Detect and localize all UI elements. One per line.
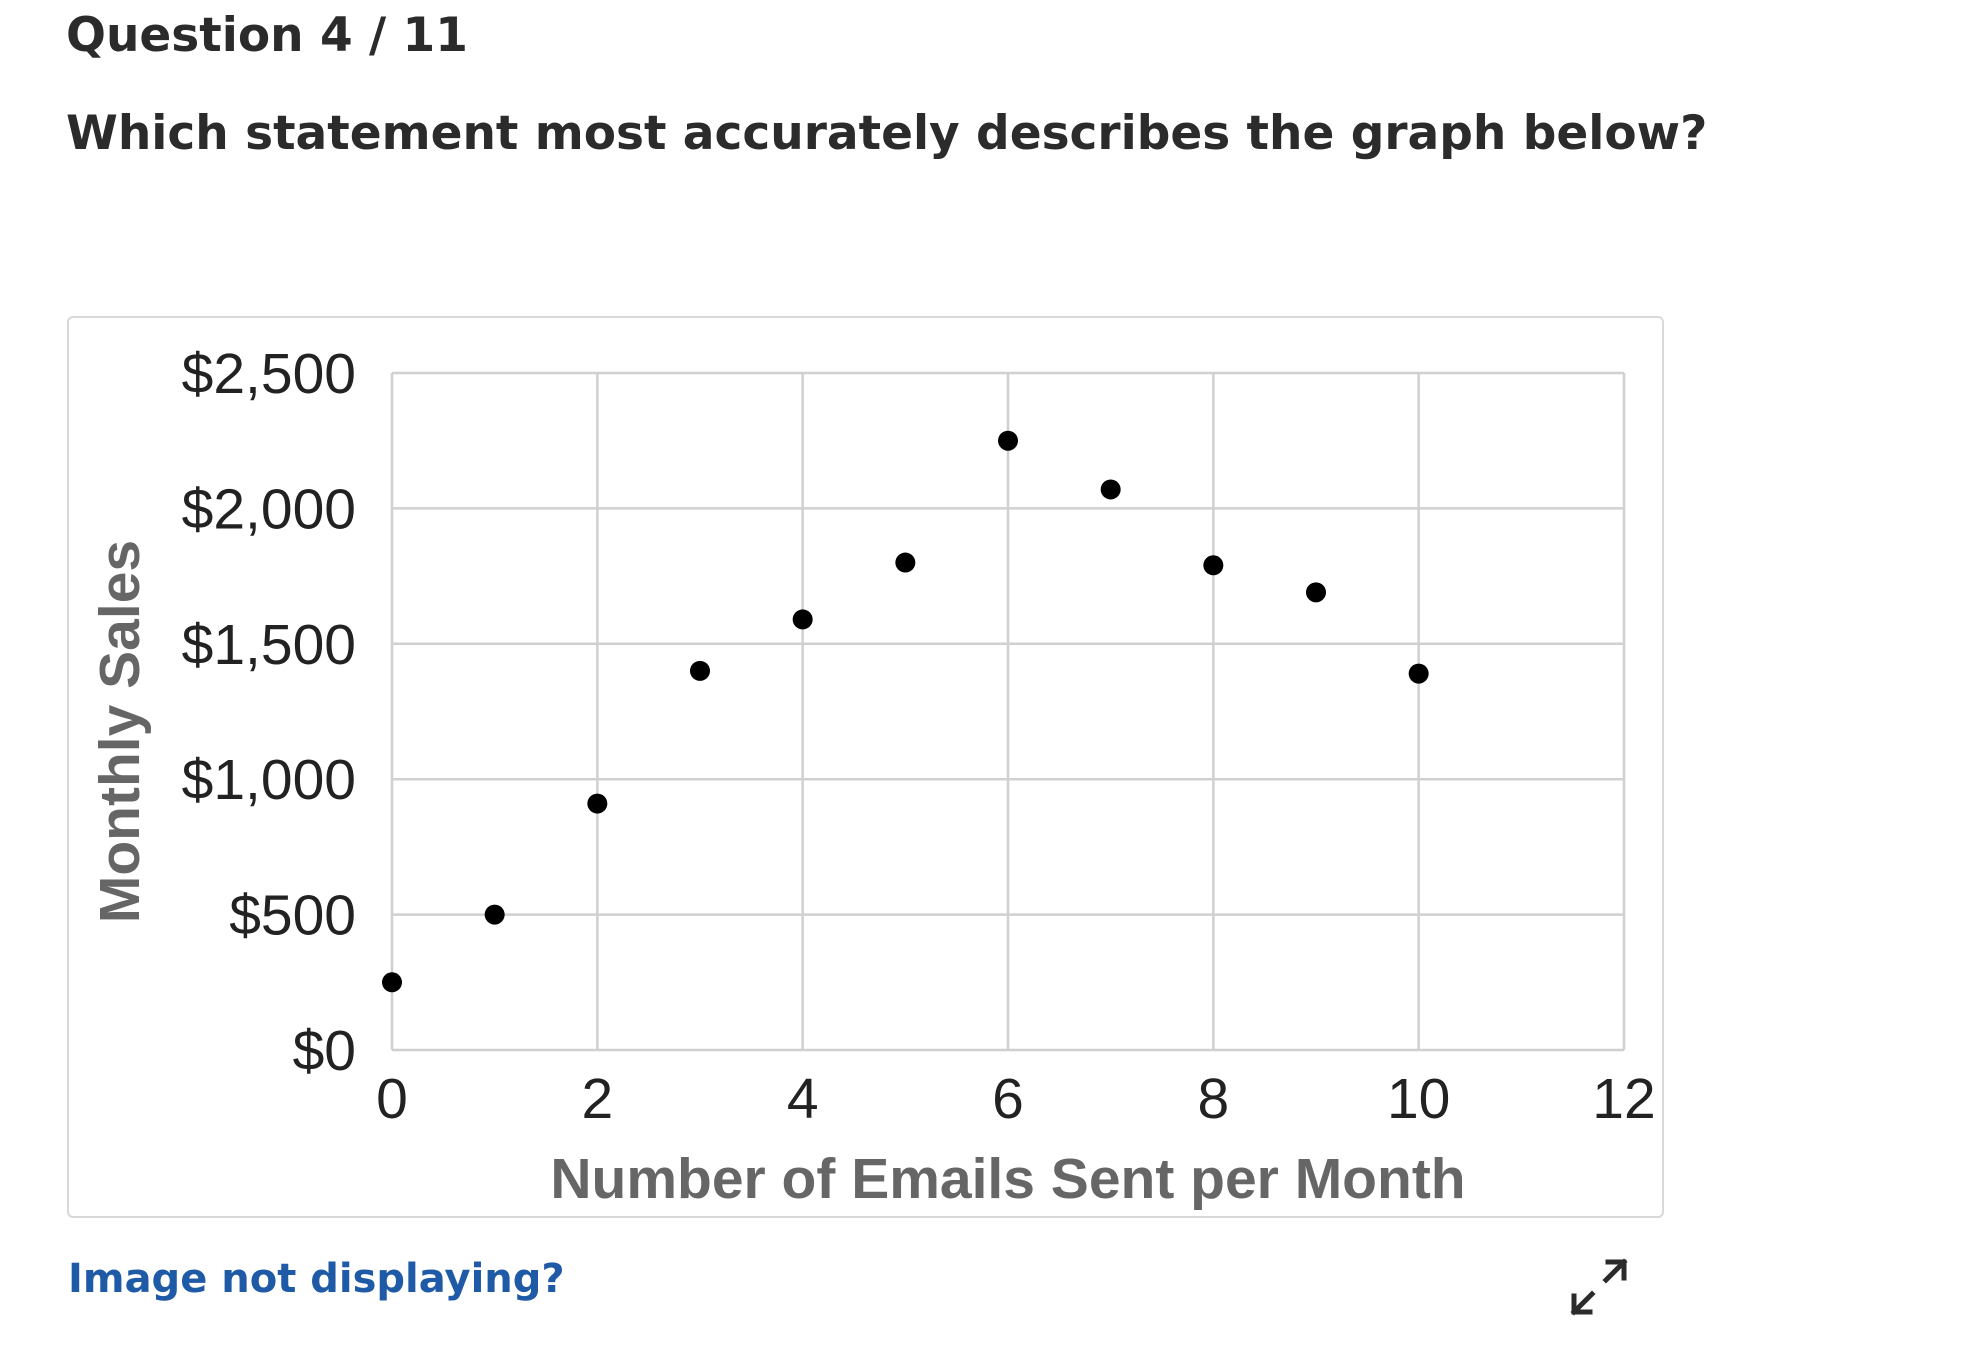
data-points xyxy=(382,430,1429,993)
y-tick-label: $0 xyxy=(293,1019,356,1083)
y-tick-label: $1,500 xyxy=(182,613,356,677)
x-tick-label: 10 xyxy=(1387,1067,1450,1131)
data-point xyxy=(484,904,505,925)
data-point xyxy=(792,609,813,630)
data-point xyxy=(690,660,710,681)
data-point xyxy=(1408,663,1429,684)
y-tick-label: $2,000 xyxy=(182,477,356,541)
expand-icon xyxy=(1570,1258,1628,1316)
data-point xyxy=(998,430,1018,451)
x-tick-labels: 0 2 4 6 8 10 12 xyxy=(376,1067,1656,1131)
x-tick-label: 4 xyxy=(787,1067,819,1131)
x-tick-label: 0 xyxy=(376,1067,408,1131)
scatter-chart: $0 $500 $1,000 $1,500 $2,000 $2,500 0 2 4 6 8 10 12… xyxy=(88,342,1656,1211)
data-point xyxy=(1100,479,1121,500)
x-tick-label: 8 xyxy=(1197,1067,1229,1131)
x-tick-label: 2 xyxy=(581,1067,613,1131)
y-tick-label: $500 xyxy=(229,884,356,948)
y-tick-label: $1,000 xyxy=(182,748,356,812)
expand-button[interactable] xyxy=(1566,1254,1632,1320)
x-axis-label: Number of Emails Sent per Month xyxy=(550,1147,1465,1211)
x-tick-label: 12 xyxy=(1592,1067,1655,1131)
data-point xyxy=(587,793,608,814)
data-point xyxy=(1306,582,1326,603)
data-point xyxy=(895,552,916,573)
y-axis-label: Monthly Sales xyxy=(88,540,152,923)
image-not-displaying-link[interactable]: Image not displaying? xyxy=(68,1256,565,1302)
data-point xyxy=(382,972,402,993)
chart-card: $0 $500 $1,000 $1,500 $2,000 $2,500 0 2 4 6 8 10 12… xyxy=(67,316,1664,1218)
question-number: Question 4 / 11 xyxy=(66,8,468,63)
y-tick-label: $2,500 xyxy=(182,342,356,406)
grid-layer xyxy=(390,371,1626,1052)
question-prompt: Which statement most accurately describe… xyxy=(66,106,1708,161)
data-point xyxy=(1203,555,1224,576)
x-tick-label: 6 xyxy=(992,1067,1024,1131)
y-tick-labels: $0 $500 $1,000 $1,500 $2,000 $2,500 xyxy=(182,342,356,1083)
